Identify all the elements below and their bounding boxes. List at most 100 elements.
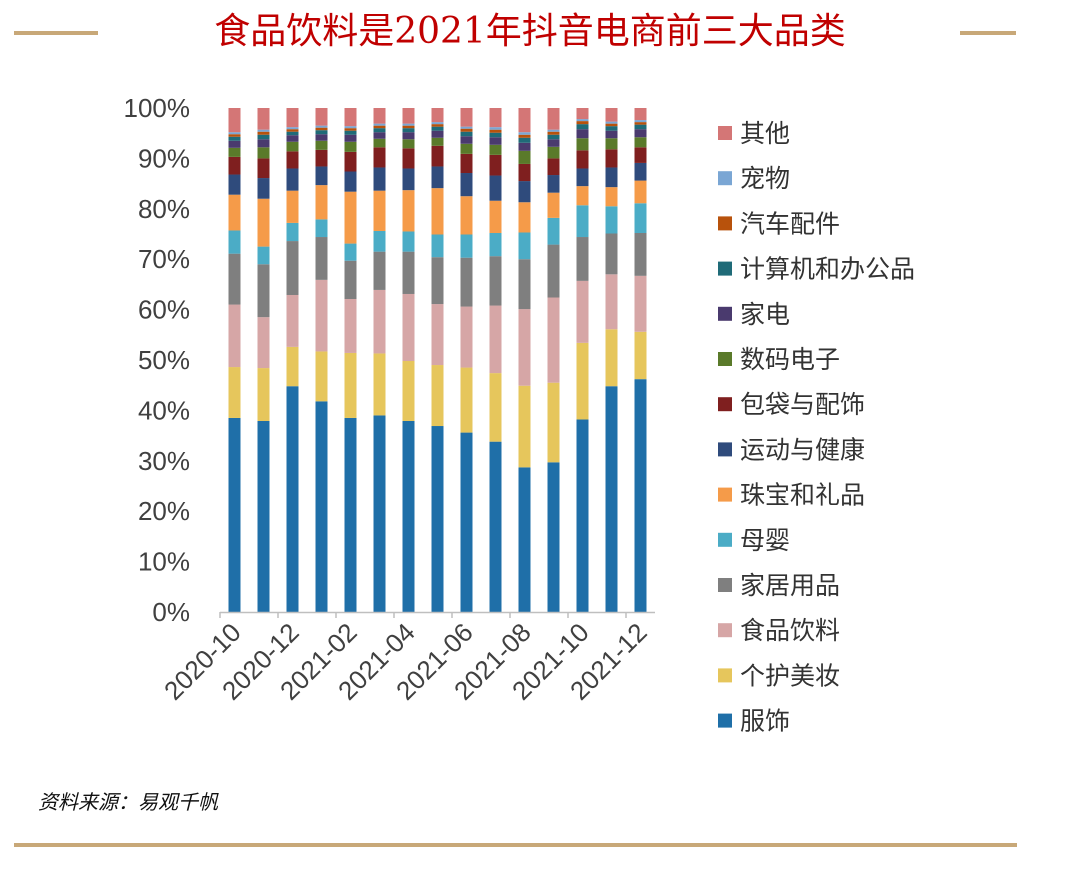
bar-segment-9 — [228, 147, 241, 157]
bar-segment-6 — [518, 202, 531, 233]
bar-segment-3 — [286, 294, 299, 347]
y-tick-label: 40% — [138, 395, 190, 425]
bar-segment-9 — [576, 138, 589, 151]
bar-segment-12 — [373, 125, 386, 129]
bar-segment-11 — [605, 126, 618, 131]
bar-segment-1 — [460, 432, 473, 612]
bar-segment-12 — [460, 128, 473, 132]
bar-segment-11 — [576, 124, 589, 130]
bar-segment-6 — [315, 185, 328, 220]
legend-label: 食品饮料 — [740, 616, 840, 645]
bar-segment-1 — [547, 462, 560, 612]
bar-segment-2 — [431, 365, 444, 427]
legend-swatch — [718, 487, 732, 502]
bar-segment-12 — [228, 134, 241, 137]
bar-segment-6 — [228, 194, 241, 231]
bar-segment-14 — [373, 108, 386, 124]
legend-label: 运动与健康 — [740, 435, 865, 464]
bottom-rule — [14, 843, 1017, 847]
legend-label: 个护美妆 — [740, 661, 840, 690]
bar-segment-8 — [605, 149, 618, 168]
bar-segment-5 — [489, 232, 502, 257]
bar-segment-13 — [228, 132, 241, 135]
bar-segment-6 — [489, 200, 502, 233]
bar-segment-4 — [605, 233, 618, 275]
bar-segment-8 — [344, 151, 357, 172]
legend-swatch — [718, 713, 732, 728]
bar-segment-14 — [344, 108, 357, 127]
legend-swatch — [718, 171, 732, 186]
bar-segment-7 — [605, 167, 618, 188]
bar-segment-9 — [373, 138, 386, 148]
legend-label: 珠宝和礼品 — [740, 481, 865, 510]
bar-segment-3 — [576, 280, 589, 343]
bar-segment-13 — [460, 126, 473, 129]
y-tick-label: 30% — [138, 446, 190, 476]
bar-segment-6 — [402, 190, 415, 232]
bar-segment-2 — [257, 368, 270, 421]
bar-segment-4 — [373, 251, 386, 290]
bar-segment-12 — [344, 128, 357, 131]
bar-segment-10 — [576, 129, 589, 139]
bar-segment-4 — [576, 237, 589, 281]
bar-segment-11 — [373, 128, 386, 133]
bar-segment-7 — [518, 181, 531, 203]
bar-segment-6 — [605, 187, 618, 207]
bar-segment-12 — [257, 131, 270, 135]
bar-segment-5 — [373, 230, 386, 252]
bar-segment-2 — [402, 361, 415, 421]
bar-segment-14 — [460, 108, 473, 127]
bar-segment-10 — [257, 139, 270, 148]
bar-segment-1 — [373, 415, 386, 612]
legend-swatch — [718, 442, 732, 457]
bar-segment-13 — [518, 132, 531, 135]
bar-segment-11 — [547, 134, 560, 140]
bar-segment-13 — [489, 127, 502, 130]
bar-segment-6 — [460, 196, 473, 235]
bar-segment-6 — [257, 198, 270, 247]
bar-segment-3 — [634, 275, 647, 332]
bar-segment-2 — [634, 331, 647, 380]
bar-segment-3 — [460, 306, 473, 368]
bar-segment-1 — [344, 417, 357, 612]
bar-segment-9 — [489, 144, 502, 155]
bar-segment-4 — [431, 257, 444, 305]
bar-segment-8 — [373, 147, 386, 168]
bar-segment-8 — [315, 149, 328, 167]
bar-segment-6 — [373, 190, 386, 231]
bar-segment-12 — [286, 129, 299, 132]
bar-segment-10 — [315, 134, 328, 141]
legend-label: 宠物 — [740, 164, 790, 193]
legend-label: 服饰 — [740, 707, 790, 736]
y-tick-label: 60% — [138, 295, 190, 325]
bar-segment-4 — [286, 241, 299, 295]
legend-swatch — [718, 578, 732, 592]
bar-segment-10 — [489, 137, 502, 145]
bar-segment-3 — [257, 317, 270, 369]
bar-segment-2 — [228, 367, 241, 418]
bar-segment-1 — [431, 426, 444, 612]
bar-segment-13 — [315, 125, 328, 128]
bar-segment-5 — [315, 219, 328, 238]
y-tick-label: 0% — [152, 597, 190, 627]
bar-segment-9 — [518, 150, 531, 164]
bar-segment-11 — [344, 130, 357, 135]
bar-segment-1 — [576, 419, 589, 612]
bar-segment-14 — [576, 108, 589, 120]
bar-segment-2 — [576, 342, 589, 420]
bar-segment-9 — [315, 140, 328, 150]
bar-segment-10 — [460, 136, 473, 144]
bar-segment-4 — [518, 259, 531, 310]
bar-segment-9 — [460, 143, 473, 154]
bar-segment-3 — [373, 289, 386, 354]
bar-segment-14 — [431, 108, 444, 123]
y-tick-label: 20% — [138, 496, 190, 526]
y-tick-label: 50% — [138, 345, 190, 375]
bar-segment-7 — [431, 166, 444, 189]
bar-segment-6 — [344, 191, 357, 244]
bar-segment-11 — [489, 132, 502, 138]
bar-segment-14 — [489, 108, 502, 128]
bar-segment-5 — [576, 205, 589, 238]
bar-segment-9 — [257, 147, 270, 159]
bar-segment-14 — [228, 108, 241, 133]
